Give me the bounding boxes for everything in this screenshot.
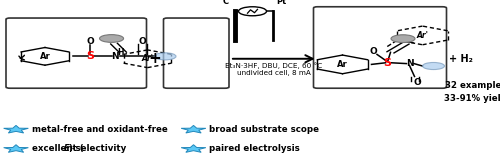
Text: broad substrate scope: broad substrate scope [209, 125, 319, 134]
Text: O: O [369, 47, 377, 56]
Text: )-selectivity: )-selectivity [68, 144, 126, 153]
Text: undivided cell, 8 mA: undivided cell, 8 mA [237, 70, 311, 76]
Polygon shape [181, 145, 206, 152]
Text: Ar': Ar' [142, 54, 154, 63]
Text: E: E [64, 144, 70, 153]
Text: Et₃N·3HF, DBU, DCE, 60 °C: Et₃N·3HF, DBU, DCE, 60 °C [226, 62, 322, 69]
Text: S: S [384, 58, 392, 68]
Circle shape [100, 35, 124, 42]
Text: Pt: Pt [276, 0, 286, 6]
Text: +: + [148, 51, 162, 66]
Circle shape [154, 53, 176, 60]
Text: N: N [111, 52, 119, 61]
Circle shape [422, 62, 444, 70]
Polygon shape [4, 145, 28, 152]
Text: 32 examples;
33-91% yields: 32 examples; 33-91% yields [444, 80, 500, 103]
Text: O: O [86, 37, 94, 46]
Circle shape [238, 7, 266, 16]
Text: excellent (: excellent ( [32, 144, 83, 153]
FancyArrowPatch shape [233, 55, 312, 62]
Text: N: N [406, 59, 413, 68]
Text: O: O [413, 78, 421, 87]
Text: Ar: Ar [40, 52, 50, 61]
Circle shape [391, 35, 415, 43]
Text: S: S [86, 51, 94, 61]
Text: H: H [118, 48, 124, 57]
Polygon shape [181, 125, 206, 133]
Text: paired electrolysis: paired electrolysis [209, 144, 300, 153]
Text: metal-free and oxidant-free: metal-free and oxidant-free [32, 125, 167, 134]
Text: Ar: Ar [337, 60, 348, 69]
Text: C: C [223, 0, 229, 6]
Text: O: O [138, 37, 146, 46]
Text: Ar': Ar' [416, 31, 428, 40]
Polygon shape [4, 125, 28, 133]
Text: excellent (: excellent ( [32, 144, 83, 153]
Text: + H₂: + H₂ [449, 54, 473, 64]
